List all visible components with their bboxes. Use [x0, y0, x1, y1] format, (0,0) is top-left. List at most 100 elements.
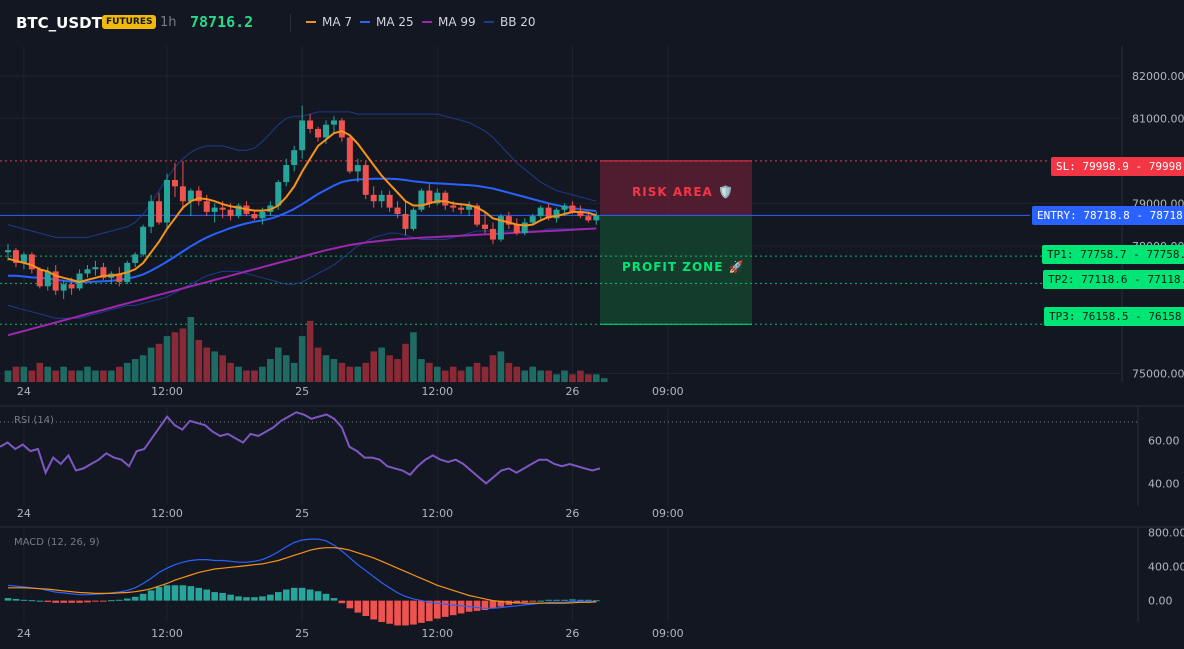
price-tick-label: 75000.00	[1132, 367, 1184, 380]
candle-body	[458, 207, 465, 210]
candle-body	[482, 224, 488, 229]
candle-body	[370, 194, 377, 202]
timeframe-label[interactable]: 1h	[160, 15, 177, 30]
volume-bar	[561, 370, 568, 382]
candle-body	[275, 182, 282, 206]
candle-body	[513, 224, 520, 234]
time-tick-label: 26	[565, 507, 579, 520]
volume-bar	[139, 355, 147, 382]
macd-histogram-bar	[195, 587, 203, 601]
tp3-price-tag[interactable]: TP3: 76158.5 - 76158.50	[1044, 307, 1184, 326]
legend-bb20[interactable]: BB 20	[484, 15, 536, 29]
rsi-pane-label: RSI (14)	[14, 415, 54, 426]
candle-body	[545, 207, 552, 219]
legend-ma99[interactable]: MA 99	[422, 15, 476, 29]
entry-price-tag[interactable]: ENTRY: 78718.8 - 78718.80	[1032, 206, 1184, 225]
futures-badge: FUTURES	[102, 15, 157, 29]
macd-histogram-bar	[108, 600, 115, 602]
candle-body	[5, 250, 11, 253]
macd-histogram-bar	[171, 585, 179, 601]
time-tick-label: 09:00	[652, 627, 684, 640]
macd-histogram-bar	[314, 591, 322, 601]
legend-ma25[interactable]: MA 25	[360, 15, 414, 29]
volume-bar	[322, 355, 330, 382]
volume-bar	[362, 362, 370, 382]
candle-body	[521, 222, 528, 234]
volume-bar	[290, 362, 298, 382]
volume-bar	[481, 366, 489, 382]
macd-histogram-bar	[330, 598, 338, 601]
macd-histogram-bar	[553, 599, 560, 601]
macd-histogram-bar	[76, 600, 83, 603]
macd-histogram-bar	[12, 598, 20, 601]
macd-histogram-bar	[68, 600, 75, 603]
time-tick-label: 12:00	[421, 385, 453, 398]
volume-bar	[179, 328, 187, 382]
macd-tick-label: 800.00	[1148, 526, 1184, 539]
candle-body	[497, 216, 504, 240]
volume-bar	[338, 362, 346, 382]
volume-bar	[219, 355, 226, 382]
candle-body	[378, 194, 385, 202]
macd-histogram-bar	[593, 600, 600, 602]
candle-body	[132, 254, 139, 263]
time-tick-label: 24	[17, 627, 31, 640]
volume-bar	[187, 317, 195, 382]
symbol-title[interactable]: BTC_USDT	[16, 14, 102, 32]
volume-bar	[354, 366, 362, 382]
volume-bar	[386, 355, 393, 382]
candle-body	[36, 269, 43, 287]
volume-bar	[314, 347, 322, 382]
macd-histogram-bar	[290, 587, 298, 601]
time-tick-label: 12:00	[421, 507, 453, 520]
time-tick-label: 25	[295, 507, 309, 520]
time-tick-label: 09:00	[652, 507, 684, 520]
candle-body	[219, 207, 226, 210]
macd-signal-line	[8, 547, 597, 604]
ma7-swatch	[306, 21, 316, 23]
volume-bar	[545, 370, 552, 382]
volume-bar	[402, 343, 409, 382]
macd-histogram-bar	[370, 600, 377, 620]
macd-histogram-bar	[577, 599, 584, 601]
candle-body	[259, 211, 266, 219]
candle-body	[60, 284, 67, 291]
volume-bar	[513, 366, 521, 382]
sl-price-tag[interactable]: SL: 79998.9 - 79998.90	[1051, 157, 1184, 176]
macd-histogram-bar	[243, 597, 250, 601]
volume-bar	[92, 370, 99, 382]
tp1-price-tag[interactable]: TP1: 77758.7 - 77758.70	[1042, 245, 1184, 264]
legend-ma7[interactable]: MA 7	[306, 15, 352, 29]
macd-histogram-bar	[4, 598, 12, 601]
macd-histogram-bar	[275, 592, 282, 601]
volume-bar	[465, 366, 473, 382]
volume-bar	[330, 359, 338, 382]
volume-bar	[203, 347, 211, 382]
candle-body	[577, 211, 584, 217]
macd-histogram-bar	[449, 600, 457, 616]
macd-histogram-bar	[123, 598, 131, 601]
legend-bb20-label: BB 20	[500, 15, 536, 29]
volume-bar	[108, 370, 115, 382]
volume-bar	[20, 366, 28, 382]
tp2-price-tag[interactable]: TP2: 77118.6 - 77118.60	[1043, 270, 1184, 289]
volume-bar	[489, 355, 497, 382]
candle-body	[211, 207, 218, 212]
macd-histogram-bar	[434, 600, 441, 619]
price-tick-label: 82000.00	[1132, 70, 1184, 83]
macd-histogram-bar	[441, 600, 449, 617]
macd-tick-label: 400.00	[1148, 560, 1184, 573]
macd-histogram-bar	[116, 599, 123, 601]
volume-bar	[12, 366, 20, 382]
macd-histogram-bar	[147, 590, 155, 601]
candle-body	[283, 165, 290, 183]
macd-histogram-bar	[92, 600, 99, 602]
candle-body	[291, 150, 298, 166]
candle-body	[116, 273, 123, 283]
candle-body	[315, 128, 322, 138]
volume-bar	[155, 343, 163, 382]
candle-body	[418, 190, 425, 210]
candle-body	[585, 216, 592, 221]
time-tick-label: 12:00	[421, 627, 453, 640]
